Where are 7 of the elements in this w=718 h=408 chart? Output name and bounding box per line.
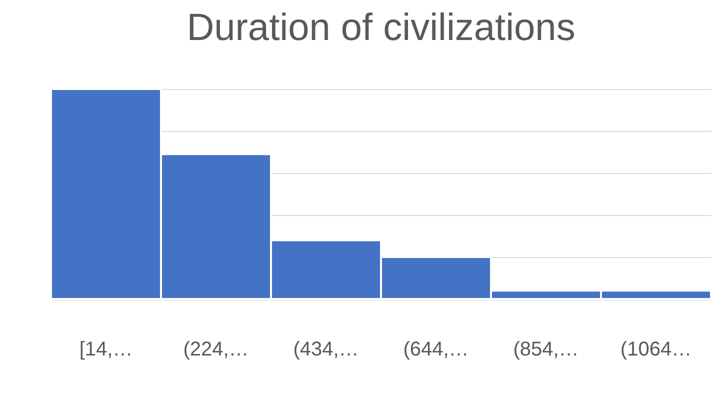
x-tick-label: (434,… [293, 338, 359, 360]
x-tick-label: [14,… [79, 338, 133, 360]
x-tick-label: (1064… [620, 338, 692, 360]
chart-title: Duration of civilizations [186, 7, 576, 49]
x-tick-label: (854,… [513, 338, 579, 360]
x-tick-label: (224,… [183, 338, 249, 360]
x-tick-label: (644,… [403, 338, 469, 360]
